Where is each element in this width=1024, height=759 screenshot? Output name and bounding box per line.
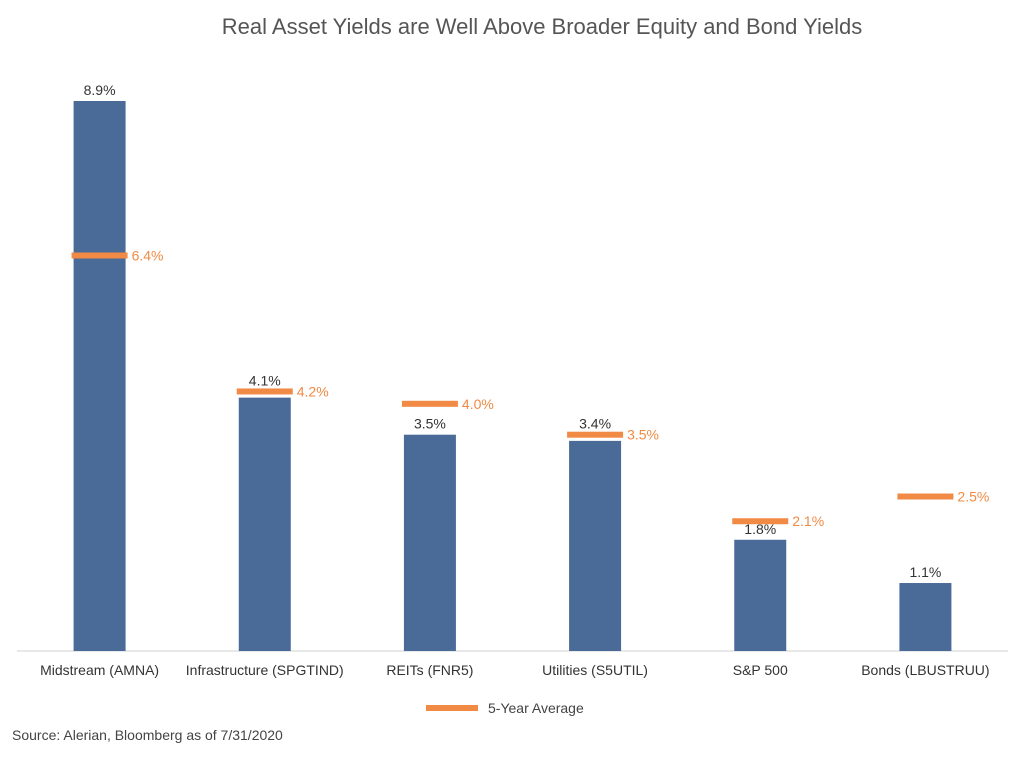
bar (899, 583, 952, 651)
category-tick-label: Midstream (AMNA) (40, 662, 159, 678)
bar-chart: 8.9% 6.4% Midstream (AMNA) 4.1% 4.2% Infrastr… (17, 82, 1008, 678)
bar-value-label: 3.5% (414, 416, 446, 432)
five-year-average-marker (567, 431, 624, 438)
five-year-average-marker (71, 252, 128, 259)
bar-value-label: 1.8% (744, 521, 776, 537)
five-year-average-marker (897, 493, 954, 500)
bar (569, 440, 622, 651)
average-value-label: 4.0% (462, 396, 494, 412)
category-tick-label: Infrastructure (SPGTIND) (186, 662, 344, 678)
category-tick-label: Utilities (S5UTIL) (542, 662, 648, 678)
average-value-label: 2.5% (957, 489, 989, 505)
bar (403, 434, 456, 651)
average-value-label: 4.2% (297, 383, 329, 399)
five-year-average-marker (401, 400, 458, 407)
five-year-average-marker (732, 518, 789, 525)
average-value-label: 3.5% (627, 427, 659, 443)
legend-label-5-year-average: 5-Year Average (488, 700, 584, 716)
chart-title: Real Asset Yields are Well Above Broader… (221, 14, 863, 39)
five-year-average-marker (236, 388, 293, 395)
category-tick-label: Bonds (LBUSTRUU) (861, 662, 989, 678)
average-value-label: 6.4% (132, 247, 164, 263)
legend-swatch-5-year-average (426, 705, 478, 711)
bar (238, 397, 291, 651)
category-tick-label: REITs (FNR5) (386, 662, 473, 678)
source-note: Source: Alerian, Bloomberg as of 7/31/20… (12, 727, 283, 743)
category-tick-label: S&P 500 (733, 662, 788, 678)
legend: 5-Year Average (426, 698, 584, 718)
bar (734, 539, 787, 651)
bar-value-label: 8.9% (84, 82, 116, 98)
average-value-label: 2.1% (792, 513, 824, 529)
bar-value-label: 3.4% (579, 416, 611, 432)
bar-value-label: 4.1% (249, 372, 281, 388)
bar-value-label: 1.1% (909, 564, 941, 580)
bar (73, 101, 126, 651)
